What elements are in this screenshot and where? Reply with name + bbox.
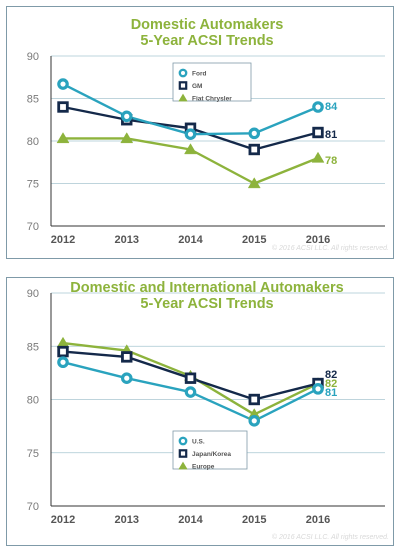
y-tick-label: 70: [27, 221, 39, 233]
data-point-u-s: [248, 415, 261, 427]
end-value-label: 82: [325, 369, 337, 381]
legend-label: Fiat Chrysler: [192, 95, 232, 102]
data-point-japan-korea: [57, 345, 69, 358]
legend-label: GM: [192, 83, 202, 90]
copyright-notice: © 2016 ACSI LLC. All rights reserved.: [272, 533, 389, 541]
y-tick-label: 75: [27, 448, 39, 460]
legend-triangle-icon: [178, 93, 188, 102]
data-point-fiat-chrysler: [120, 132, 134, 144]
data-point-fiat-chrysler: [56, 132, 70, 144]
x-tick-label: 2015: [242, 514, 266, 526]
chart-title: Domestic and International Automakers: [70, 280, 343, 296]
legend-circle-icon: [178, 436, 188, 446]
y-tick-label: 90: [27, 288, 39, 300]
data-point-ford: [184, 128, 197, 140]
chart-panel-domestic: Domestic Automakers 5-Year ACSI Trends 90 8…: [6, 6, 394, 259]
x-tick-label: 2016: [306, 514, 330, 526]
data-point-ford: [57, 78, 69, 90]
y-tick-label: 90: [27, 51, 39, 63]
data-point-japan-korea: [184, 372, 197, 384]
data-point-ford: [312, 101, 324, 113]
y-tick-label: 75: [27, 179, 39, 191]
data-point-ford: [120, 110, 133, 123]
legend: Ford GM Fiat Chrysler: [172, 62, 252, 102]
legend: U.S. Japan/Korea Europe: [172, 430, 248, 470]
end-value-label: 81: [325, 387, 337, 399]
data-point-ford: [248, 127, 261, 140]
domestic-international-chart: Domestic and International Automakers5-Y…: [27, 280, 389, 541]
chart-title: Domestic Automakers: [131, 17, 284, 33]
data-point-u-s: [184, 386, 197, 398]
y-tick-label: 85: [27, 94, 39, 106]
data-point-fiat-chrysler: [247, 177, 261, 189]
end-value-label: 78: [325, 155, 337, 167]
legend-square-icon: [178, 449, 188, 458]
y-tick-label: 80: [27, 136, 39, 148]
legend-triangle-icon: [178, 461, 188, 470]
copyright-notice: © 2016 ACSI LLC. All rights reserved.: [272, 244, 389, 252]
chart-panel-domestic-international: Domestic and International Automakers 5-Y…: [6, 277, 394, 546]
legend-square-icon: [178, 81, 188, 90]
legend-label: U.S.: [192, 438, 205, 445]
end-value-label: 82: [325, 378, 337, 390]
y-tick-label: 80: [27, 395, 39, 407]
data-point-gm: [248, 143, 260, 156]
x-tick-label: 2016: [306, 234, 330, 246]
chart-subtitle: 5-Year ACSI Trends: [140, 296, 273, 312]
x-tick-label: 2012: [51, 234, 75, 246]
legend-circle-icon: [178, 68, 188, 78]
legend-label: Ford: [192, 70, 206, 77]
x-tick-label: 2012: [51, 514, 75, 526]
x-tick-label: 2014: [178, 514, 203, 526]
y-tick-label: 70: [27, 501, 39, 513]
data-point-u-s: [312, 383, 324, 395]
data-point-u-s: [57, 356, 69, 369]
data-point-gm: [57, 101, 69, 113]
x-tick-label: 2013: [115, 514, 139, 526]
data-point-u-s: [120, 372, 133, 384]
legend-label: Japan/Korea: [192, 451, 231, 458]
legend-label: Europe: [192, 463, 215, 470]
data-point-fiat-chrysler: [184, 143, 197, 155]
y-tick-label: 85: [27, 341, 39, 353]
end-value-label: 84: [325, 101, 338, 113]
chart-subtitle: 5-Year ACSI Trends: [140, 33, 273, 49]
data-point-gm: [312, 126, 324, 139]
x-tick-label: 2014: [178, 234, 203, 246]
end-value-label: 81: [325, 129, 337, 141]
x-tick-label: 2015: [242, 234, 266, 246]
data-point-japan-korea: [248, 393, 260, 406]
x-tick-label: 2013: [115, 234, 139, 246]
data-point-japan-korea: [121, 351, 133, 363]
data-point-fiat-chrysler: [311, 151, 325, 163]
